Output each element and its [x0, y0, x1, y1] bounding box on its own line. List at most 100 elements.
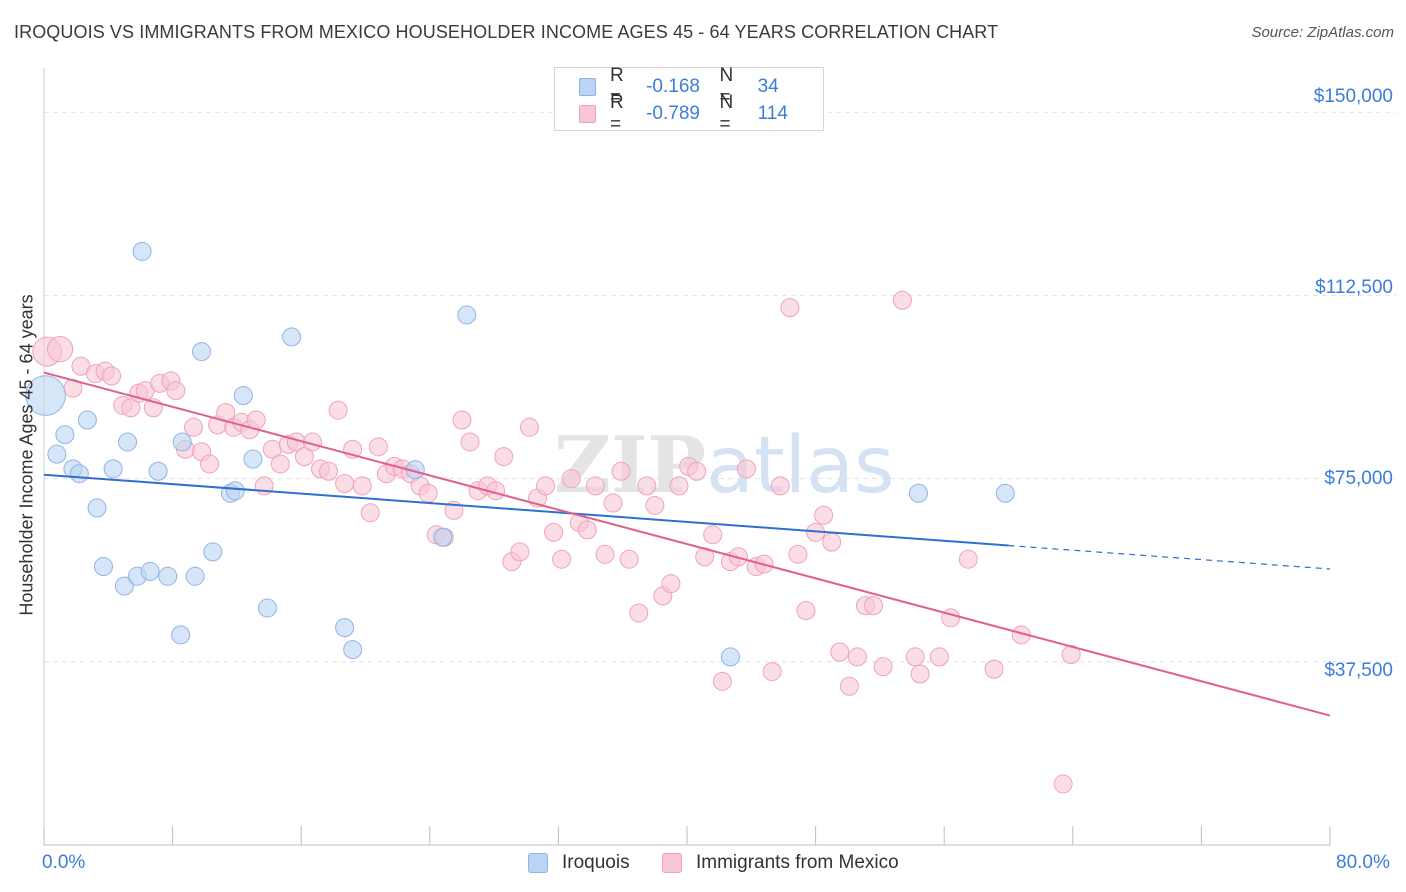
data-point-iroquois	[720, 647, 740, 667]
data-point-mexico	[494, 447, 514, 467]
data-point-mexico	[780, 298, 800, 318]
legend-label-mexico: Immigrants from Mexico	[696, 852, 899, 873]
data-point-mexico	[712, 671, 732, 691]
data-point-mexico	[629, 603, 649, 623]
trend-line-iroquois	[43, 473, 1009, 547]
data-point-mexico	[183, 417, 203, 437]
data-point-mexico	[294, 447, 314, 467]
data-point-iroquois	[185, 566, 205, 586]
legend-n-value: 34	[757, 76, 779, 97]
correlation-legend: R = -0.168 N = 34 R = -0.789 N = 114	[554, 65, 824, 135]
data-point-mexico	[814, 505, 834, 525]
data-point-mexico	[611, 461, 631, 481]
data-point-iroquois	[172, 432, 192, 452]
data-point-mexico	[577, 520, 597, 540]
data-point-mexico	[873, 657, 893, 677]
data-point-mexico	[200, 454, 220, 474]
data-point-iroquois	[233, 386, 253, 406]
data-point-mexico	[984, 659, 1004, 679]
data-point-mexico	[839, 676, 859, 696]
data-point-iroquois	[55, 425, 75, 445]
data-point-mexico	[669, 476, 689, 496]
data-point-mexico	[1053, 774, 1073, 794]
data-point-mexico	[319, 461, 339, 481]
trend-line-mexico	[43, 371, 1331, 717]
data-point-iroquois	[171, 625, 191, 645]
data-point-iroquois	[158, 566, 178, 586]
y-axis-title: Householder Income Ages 45 - 64 years	[16, 294, 37, 616]
data-point-mexico	[246, 410, 266, 430]
legend-swatch-pink	[662, 853, 682, 873]
data-point-iroquois	[243, 449, 263, 469]
y-tick-label: $37,500	[1324, 660, 1393, 681]
data-point-mexico	[892, 290, 912, 310]
y-tick-label: $150,000	[1313, 86, 1393, 107]
data-point-iroquois	[995, 483, 1015, 503]
data-point-mexico	[552, 549, 572, 569]
data-point-iroquois	[203, 542, 223, 562]
data-point-mexico	[637, 476, 657, 496]
data-point-mexico	[561, 469, 581, 489]
data-point-mexico	[46, 336, 74, 363]
data-point-mexico	[519, 417, 539, 437]
data-point-mexico	[847, 647, 867, 667]
series-immigrants-from-mexico	[32, 290, 1081, 794]
legend-swatch-blue	[579, 78, 596, 96]
legend-n-value: 114	[757, 103, 788, 124]
data-point-mexico	[863, 596, 883, 616]
data-point-mexico	[360, 503, 380, 523]
data-point-mexico	[619, 549, 639, 569]
legend-n-label: N =	[719, 65, 734, 108]
data-point-iroquois	[25, 375, 66, 416]
chart-title: IROQUOIS VS IMMIGRANTS FROM MEXICO HOUSE…	[14, 22, 999, 42]
data-point-mexico	[788, 544, 808, 564]
legend-label-iroquois: Iroquois	[562, 852, 630, 873]
data-point-mexico	[770, 476, 790, 496]
trend-line-iroquois-extension	[1008, 544, 1331, 570]
data-point-mexico	[328, 400, 348, 420]
data-point-iroquois	[114, 576, 134, 596]
data-point-mexico	[661, 574, 681, 594]
y-tick-label: $112,500	[1315, 277, 1393, 298]
data-point-mexico	[544, 522, 564, 542]
data-point-mexico	[418, 483, 438, 503]
data-point-iroquois	[433, 527, 453, 547]
data-point-mexico	[1061, 644, 1081, 664]
data-point-iroquois	[148, 461, 168, 481]
data-point-mexico	[352, 476, 372, 496]
legend-r-label: R =	[609, 92, 624, 135]
legend-item-mexico[interactable]: Immigrants from Mexico	[662, 852, 899, 874]
data-point-mexico	[510, 542, 530, 562]
chart-source: Source: ZipAtlas.com	[1251, 24, 1394, 41]
data-point-iroquois	[69, 464, 89, 484]
data-point-mexico	[460, 432, 480, 452]
legend-r-value: -0.168	[646, 76, 700, 97]
legend-row-iroquois: R = -0.168 N = 34	[579, 65, 823, 108]
data-point-mexico	[929, 647, 949, 667]
data-point-iroquois	[77, 410, 97, 430]
data-point-mexico	[958, 549, 978, 569]
data-point-iroquois	[118, 432, 138, 452]
data-point-iroquois	[140, 561, 160, 581]
legend-item-iroquois[interactable]: Iroquois	[528, 852, 630, 874]
data-point-iroquois	[457, 305, 477, 325]
data-point-mexico	[166, 381, 186, 401]
data-point-mexico	[762, 662, 782, 682]
legend-row-mexico: R = -0.789 N = 114	[579, 92, 823, 135]
data-point-iroquois	[192, 342, 212, 362]
data-point-mexico	[335, 473, 355, 493]
data-point-mexico	[830, 642, 850, 662]
x-tick-label: 80.0%	[1336, 852, 1390, 873]
data-point-mexico	[910, 664, 930, 684]
data-point-iroquois	[908, 483, 928, 503]
data-point-mexico	[941, 608, 961, 628]
data-point-iroquois	[343, 640, 363, 660]
data-point-iroquois	[47, 444, 67, 464]
data-point-mexico	[703, 525, 723, 545]
legend-n-label: N =	[719, 92, 734, 135]
legend-swatch-blue	[528, 853, 548, 873]
data-point-iroquois	[87, 498, 107, 518]
series-iroquois	[25, 241, 1015, 667]
data-point-mexico	[603, 493, 623, 513]
